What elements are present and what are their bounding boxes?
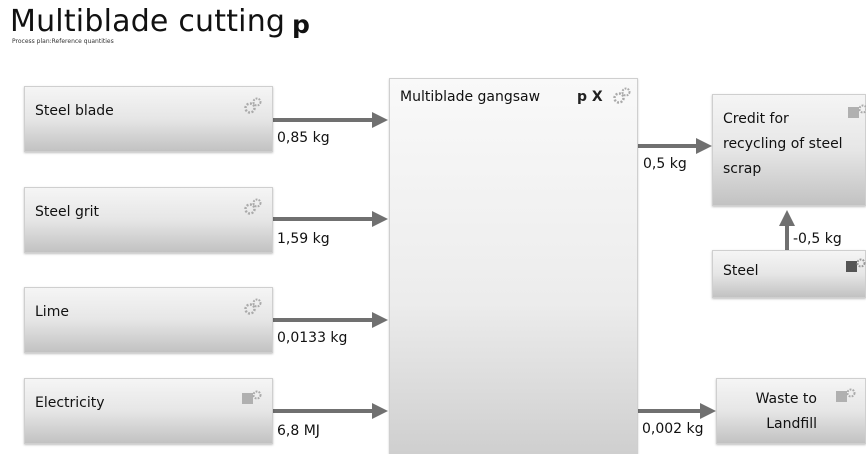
page-title: Multiblade cutting (10, 4, 286, 39)
square-gear-icon (848, 104, 866, 118)
process-label: Steel blade (35, 103, 114, 119)
input-box-lime[interactable]: Lime (24, 287, 273, 353)
quantity-waste: 0,002 kg (642, 421, 704, 437)
gear-icon (613, 87, 631, 104)
process-label: Steel (723, 263, 759, 279)
input-box-steel-blade[interactable]: Steel blade (24, 86, 273, 152)
main-process-box[interactable]: Multiblade gangsaw p X (389, 78, 638, 454)
gear-icon (244, 97, 262, 114)
process-label: Lime (35, 304, 69, 320)
square-gear-icon (846, 258, 866, 272)
gear-icon (244, 298, 262, 315)
quantity-steel-blade: 0,85 kg (277, 130, 330, 146)
quantity-lime: 0,0133 kg (277, 330, 348, 346)
main-process-label: Multiblade gangsaw (400, 89, 541, 105)
square-gear-icon (836, 388, 856, 402)
process-label: Credit for recycling of steel scrap (723, 111, 843, 177)
plan-symbol: p (292, 10, 310, 39)
output-box-waste-landfill[interactable]: Waste to Landfill (716, 378, 866, 444)
process-label: Waste to Landfill (755, 391, 817, 432)
output-box-credit-recycling[interactable]: Credit for recycling of steel scrap (712, 94, 866, 206)
process-label: Electricity (35, 395, 105, 411)
process-flags: p X (577, 89, 603, 105)
secondary-box-steel[interactable]: Steel (712, 250, 866, 298)
input-box-electricity[interactable]: Electricity (24, 378, 273, 444)
square-gear-icon (242, 390, 262, 404)
gear-icon (244, 198, 262, 215)
quantity-steel: -0,5 kg (793, 231, 842, 247)
input-box-steel-grit[interactable]: Steel grit (24, 187, 273, 253)
process-label: Steel grit (35, 204, 99, 220)
quantity-steel-grit: 1,59 kg (277, 231, 330, 247)
page-subtitle: Process plan:Reference quantities (12, 38, 114, 45)
quantity-electricity: 6,8 MJ (277, 423, 320, 439)
quantity-credit: 0,5 kg (643, 156, 687, 172)
